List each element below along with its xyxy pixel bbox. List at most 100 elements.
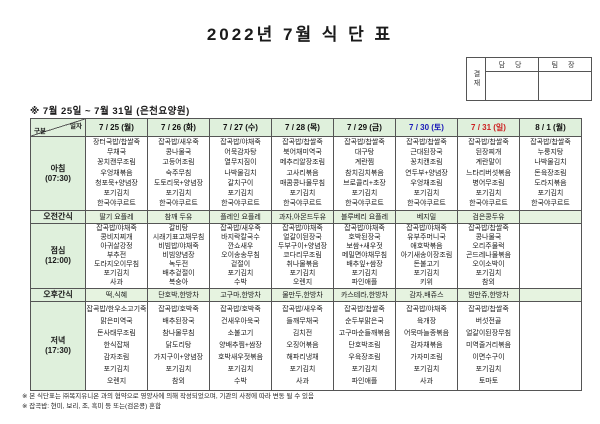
menu-item: 매콤콩나물무침 bbox=[279, 179, 326, 187]
approval-col-damdang: 담 당 bbox=[485, 57, 539, 72]
menu-cell: 잡곡밥/찹쌀죽 근대된장국 꽁치캔조림 연두부+양념장 우엉채조림 포기김치 한국야쿠르트 bbox=[395, 136, 458, 211]
menu-item: 꽁치캔무조림 bbox=[97, 159, 136, 167]
menu-item: 참치김치볶음 bbox=[345, 169, 384, 177]
menu-item: 잡곡밥/새우죽 bbox=[282, 306, 323, 313]
menu-cell: 잡곡밥/새우죽 바지락칼국수 깐쇼새우 오이송송무침 겉절이 포기김치 수박 bbox=[209, 223, 272, 289]
menu-item: 포기김치 bbox=[289, 270, 316, 277]
menu-cell: 잡곡밥/야채죽 호박된장국 보쌈+새우젓 메밀면야채무침 배추잎+쌈장 포기김치 파인애플 bbox=[333, 223, 396, 289]
menu-item: 참외 bbox=[482, 279, 495, 286]
menu-table: 일자 구분 7 / 25 (월) 7 / 26 (화) 7 / 27 (수) 7 / 28… bbox=[30, 118, 582, 391]
menu-item: 얼갈이된장국 bbox=[283, 234, 322, 241]
menu-item: 포기김치 bbox=[103, 366, 130, 373]
menu-item: 한국야쿠르트 bbox=[345, 199, 384, 207]
menu-item: 돈육장조림 bbox=[534, 169, 567, 177]
menu-item: 고등어조림 bbox=[162, 159, 195, 167]
page-title: 2022년 7월 식 단 표 bbox=[206, 25, 394, 44]
menu-item: 코다리무조림 bbox=[283, 252, 322, 259]
menu-item: 참외 bbox=[172, 378, 185, 385]
menu-item: 배추된장국 bbox=[162, 318, 195, 325]
menu-cell: 잡곡밥/새우죽 콩나물국 고등어조림 숙주무침 도토리묵+양념장 포기김치 한국야쿠르트 bbox=[147, 136, 210, 211]
menu-item: 포기김치 bbox=[351, 270, 378, 277]
menu-item: 잡곡밥/찹쌀죽 bbox=[468, 225, 509, 232]
menu-item: 사과 bbox=[110, 279, 123, 286]
snack-cell: 떡,식혜 bbox=[85, 288, 148, 302]
menu-item: 한식잡채 bbox=[103, 342, 130, 349]
snack-cell: 밤만쥬,한방차 bbox=[457, 288, 520, 302]
menu-item: 포기김치 bbox=[227, 270, 254, 277]
corner-label-date: 일자 bbox=[70, 123, 82, 130]
menu-item: 잡곡밥/야채죽 bbox=[96, 225, 137, 232]
menu-item: 도라지오이무침 bbox=[93, 261, 140, 268]
menu-cell bbox=[519, 223, 582, 289]
menu-item: 미역줄거리볶음 bbox=[465, 342, 512, 349]
menu-item: 대구탕 bbox=[354, 149, 375, 157]
snack-cell: 딸기 요플레 bbox=[85, 210, 148, 224]
menu-item: 연두부+양념장 bbox=[405, 169, 448, 177]
menu-item: 얼갈이된장무침 bbox=[465, 330, 512, 337]
menu-item: 포기김치 bbox=[165, 366, 192, 373]
snack-cell: 물만두,한방차 bbox=[271, 288, 334, 302]
menu-item: 포기김치 bbox=[413, 270, 440, 277]
menu-item: 맑은미역국 bbox=[100, 318, 133, 325]
menu-item: 포기김치 bbox=[165, 189, 192, 197]
menu-item: 장터국밥/찹쌀죽 bbox=[92, 139, 141, 147]
menu-item: 오이송송무침 bbox=[221, 252, 260, 259]
approval-sign-cell bbox=[485, 71, 539, 101]
menu-cell: 잡곡밥/찹쌀죽 순두부맑은국 고구마순들깨볶음 단호박조림 우육장조림 포기김치 파인애플 bbox=[333, 301, 396, 391]
menu-item: 감자조림 bbox=[103, 354, 130, 361]
menu-item: 청포묵+양념장 bbox=[95, 179, 138, 187]
menu-item: 들깨무채국 bbox=[286, 318, 319, 325]
menu-item: 애호박볶음 bbox=[410, 243, 443, 250]
menu-item: 포기김치 bbox=[103, 270, 130, 277]
menu-item: 오징어볶음 bbox=[286, 342, 319, 349]
date-header: 7 / 26 (화) bbox=[147, 118, 210, 137]
menu-item: 포기김치 bbox=[289, 189, 316, 197]
snack-cell: 베지밀 bbox=[395, 210, 458, 224]
menu-cell: 잡곡밥/찹쌀죽 콩나물국 오리주물럭 곤드레나물볶음 오이소박이 포기김치 참외 bbox=[457, 223, 520, 289]
date-header: 7 / 31 (일) bbox=[457, 118, 520, 137]
menu-item: 건새우아욱국 bbox=[221, 318, 260, 325]
menu-item: 돈사태무조림 bbox=[97, 330, 136, 337]
menu-item: 고사리볶음 bbox=[286, 169, 319, 177]
menu-item: 우엉채조림 bbox=[410, 179, 443, 187]
menu-item: 순두부맑은국 bbox=[345, 318, 384, 325]
menu-item: 포기김치 bbox=[413, 189, 440, 197]
menu-item: 잡곡밥/찹쌀죽 bbox=[344, 139, 385, 147]
menu-item: 사과 bbox=[420, 378, 433, 385]
menu-item: 어묵마늘종볶음 bbox=[403, 330, 450, 337]
menu-item: 메밀면야채무침 bbox=[341, 252, 388, 259]
corner-label-category: 구분 bbox=[34, 128, 46, 135]
menu-item: 잡곡밥/야채죽 bbox=[282, 225, 323, 232]
menu-item: 부추전 bbox=[106, 252, 127, 259]
approval-col-timjang: 팀 장 bbox=[538, 57, 592, 72]
menu-item: 잡곡밥/야채죽 bbox=[406, 306, 447, 313]
menu-item: 한국야쿠르트 bbox=[531, 199, 570, 207]
row-label-오후간식: 오후간식 bbox=[30, 288, 86, 302]
menu-item: 북어채미역국 bbox=[283, 149, 322, 157]
menu-item: 가자미조림 bbox=[410, 354, 443, 361]
menu-item: 포기김치 bbox=[351, 189, 378, 197]
menu-item: 보쌈+새우젓 bbox=[346, 243, 383, 250]
menu-item: 한국야쿠르트 bbox=[469, 199, 508, 207]
menu-cell: 잡곡밥/찹쌀죽 대구탕 계란찜 참치김치볶음 브로콜리+초장 포기김치 한국야쿠르트 bbox=[333, 136, 396, 211]
snack-cell: 검은콩두유 bbox=[457, 210, 520, 224]
menu-item: 포기김치 bbox=[475, 189, 502, 197]
row-label-아침: 아침 (07:30) bbox=[30, 136, 86, 211]
approval-stamp-label: 결재 bbox=[466, 57, 486, 101]
menu-item: 포기김치 bbox=[475, 366, 502, 373]
menu-item: 김치전 bbox=[292, 330, 313, 337]
diagonal-divider bbox=[31, 119, 85, 136]
menu-item: 잡곡밥/한우소고기죽 bbox=[86, 306, 147, 313]
menu-item: 깐쇼새우 bbox=[227, 243, 254, 250]
menu-item: 잡곡밥/새우죽 bbox=[158, 139, 199, 147]
footnotes: ※ 본 식단표는 ㈜복지유니온 과의 협약으로 영양사에 의해 작성되었으며, … bbox=[22, 392, 314, 411]
menu-item: 두부구이+양념장 bbox=[277, 243, 328, 250]
menu-cell bbox=[519, 301, 582, 391]
menu-item: 포기김치 bbox=[475, 270, 502, 277]
date-header: 7 / 25 (월) bbox=[85, 118, 148, 137]
menu-item: 꽁치캔조림 bbox=[410, 159, 443, 167]
menu-item: 느타리버섯볶음 bbox=[465, 169, 512, 177]
menu-item: 잡곡밥/찹쌀죽 bbox=[282, 139, 323, 147]
